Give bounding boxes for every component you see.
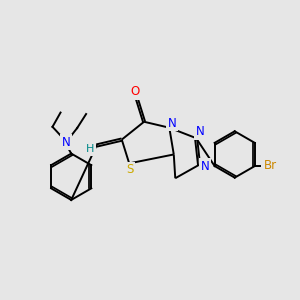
Text: N: N (61, 136, 70, 149)
Text: Br: Br (264, 159, 277, 172)
Text: H: H (86, 144, 94, 154)
Text: S: S (126, 164, 134, 176)
Text: N: N (201, 160, 209, 173)
Text: N: N (196, 125, 205, 138)
Text: N: N (168, 117, 177, 130)
Text: O: O (130, 85, 140, 98)
